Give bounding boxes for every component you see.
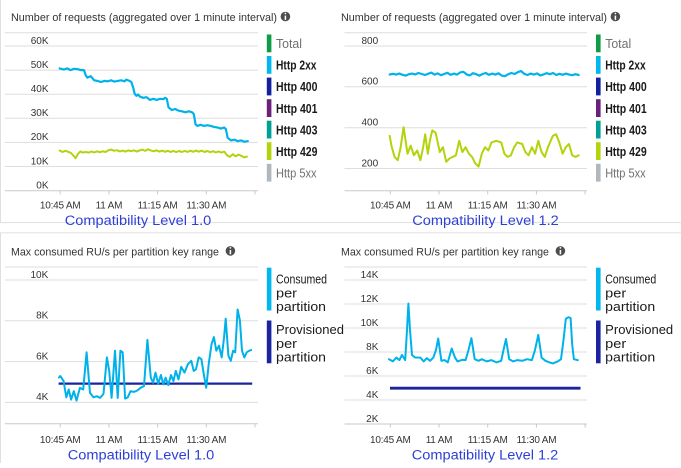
svg-text:Consumed: Consumed (276, 273, 327, 287)
svg-text:Http 429: Http 429 (605, 145, 647, 159)
svg-text:800: 800 (362, 36, 379, 47)
svg-text:10:45 AM: 10:45 AM (370, 201, 411, 212)
svg-text:Compatibility Level 1.0: Compatibility Level 1.0 (65, 213, 212, 228)
svg-text:10:45 AM: 10:45 AM (370, 435, 411, 446)
svg-text:11 AM: 11 AM (96, 201, 123, 212)
svg-text:10K: 10K (361, 318, 379, 329)
svg-text:per: per (605, 337, 626, 351)
svg-text:8K: 8K (36, 311, 49, 322)
svg-text:Http 400: Http 400 (276, 80, 318, 94)
svg-text:10:45 AM: 10:45 AM (40, 201, 81, 212)
svg-text:per: per (605, 286, 626, 300)
svg-text:11:15 AM: 11:15 AM (138, 201, 178, 212)
svg-text:10K: 10K (31, 156, 49, 167)
svg-text:11:30 AM: 11:30 AM (186, 201, 226, 212)
svg-text:6K: 6K (366, 366, 379, 377)
svg-text:Compatibility Level 1.2: Compatibility Level 1.2 (412, 213, 559, 228)
svg-text:50K: 50K (31, 60, 49, 71)
svg-text:Http 5xx: Http 5xx (605, 166, 646, 180)
svg-text:10:45 AM: 10:45 AM (40, 435, 81, 446)
svg-text:partition: partition (276, 300, 326, 314)
svg-text:Number of requests (aggregated: Number of requests (aggregated over 1 mi… (341, 12, 607, 24)
svg-text:Http 429: Http 429 (276, 145, 318, 159)
svg-text:Total: Total (276, 37, 302, 51)
svg-text:200: 200 (362, 158, 379, 169)
svg-text:Compatibility Level 1.2: Compatibility Level 1.2 (412, 447, 559, 462)
svg-text:Http 401: Http 401 (276, 102, 318, 116)
svg-text:4K: 4K (36, 392, 49, 403)
svg-text:partition: partition (276, 351, 326, 365)
svg-text:Consumed: Consumed (605, 273, 656, 287)
svg-text:11:30 AM: 11:30 AM (516, 435, 556, 446)
svg-text:14K: 14K (361, 270, 379, 281)
svg-text:Http 400: Http 400 (605, 80, 647, 94)
svg-text:11:15 AM: 11:15 AM (468, 201, 508, 212)
svg-text:11 AM: 11 AM (426, 435, 453, 446)
svg-text:Http 5xx: Http 5xx (276, 166, 317, 180)
svg-text:11 AM: 11 AM (96, 435, 123, 446)
svg-text:2K: 2K (366, 414, 379, 425)
svg-text:20K: 20K (31, 132, 49, 143)
svg-text:partition: partition (605, 300, 655, 314)
svg-text:11:30 AM: 11:30 AM (186, 435, 226, 446)
svg-text:11 AM: 11 AM (426, 201, 453, 212)
svg-text:Total: Total (605, 37, 631, 51)
svg-text:11:30 AM: 11:30 AM (516, 201, 556, 212)
svg-text:40K: 40K (31, 84, 49, 95)
svg-text:600: 600 (362, 77, 379, 88)
svg-text:Provisioned: Provisioned (276, 323, 344, 337)
svg-text:8K: 8K (366, 342, 379, 353)
svg-text:per: per (276, 337, 297, 351)
svg-text:0K: 0K (36, 181, 49, 192)
svg-text:10K: 10K (31, 270, 49, 281)
svg-text:60K: 60K (31, 36, 49, 47)
svg-text:Number of requests (aggregated: Number of requests (aggregated over 1 mi… (11, 12, 277, 24)
svg-text:6K: 6K (36, 351, 49, 362)
svg-text:30K: 30K (31, 108, 49, 119)
svg-text:Max consumed RU/s per partitio: Max consumed RU/s per partition key rang… (11, 246, 219, 258)
svg-text:400: 400 (362, 118, 379, 129)
svg-text:Http 401: Http 401 (605, 102, 647, 116)
svg-text:Max consumed RU/s per partitio: Max consumed RU/s per partition key rang… (341, 246, 549, 258)
svg-text:per: per (276, 286, 297, 300)
svg-text:Compatibility Level 1.0: Compatibility Level 1.0 (68, 447, 215, 462)
svg-text:4K: 4K (366, 390, 379, 401)
svg-text:11:15 AM: 11:15 AM (468, 435, 508, 446)
svg-text:partition: partition (605, 351, 655, 365)
svg-text:Http 2xx: Http 2xx (276, 59, 317, 73)
svg-text:11:15 AM: 11:15 AM (138, 435, 178, 446)
svg-text:12K: 12K (361, 294, 379, 305)
svg-text:Provisioned: Provisioned (605, 323, 673, 337)
svg-text:Http 403: Http 403 (276, 123, 318, 137)
svg-text:Http 403: Http 403 (605, 123, 647, 137)
svg-text:Http 2xx: Http 2xx (605, 59, 646, 73)
